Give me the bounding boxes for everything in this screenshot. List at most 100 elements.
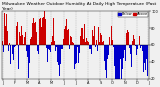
Bar [88, 42, 89, 45]
Bar [140, 45, 141, 48]
Bar [36, 32, 37, 45]
Bar [87, 41, 88, 45]
Bar [143, 45, 144, 72]
Bar [47, 45, 48, 62]
Bar [135, 45, 136, 46]
Bar [19, 32, 20, 45]
Bar [134, 39, 135, 45]
Bar [20, 36, 21, 45]
Bar [84, 24, 85, 45]
Bar [49, 45, 50, 50]
Bar [111, 34, 112, 45]
Bar [109, 37, 110, 45]
Bar [108, 45, 109, 55]
Bar [116, 45, 117, 79]
Bar [139, 36, 140, 45]
Bar [118, 45, 119, 79]
Bar [48, 45, 49, 49]
Bar [89, 45, 90, 51]
Bar [38, 45, 39, 54]
Bar [142, 45, 143, 51]
Bar [67, 30, 68, 45]
Bar [57, 45, 58, 62]
Bar [131, 45, 132, 67]
Bar [137, 45, 138, 49]
Bar [34, 23, 35, 45]
Bar [50, 45, 51, 52]
Bar [39, 19, 40, 45]
Bar [71, 37, 72, 45]
Bar [18, 45, 19, 68]
Bar [80, 36, 81, 45]
Bar [28, 45, 29, 78]
Bar [102, 42, 103, 45]
Bar [112, 40, 113, 45]
Bar [56, 45, 57, 47]
Bar [128, 32, 129, 45]
Bar [66, 19, 67, 45]
Bar [95, 43, 96, 45]
Text: Milwaukee Weather Outdoor Humidity At Daily High Temperature (Past Year): Milwaukee Weather Outdoor Humidity At Da… [2, 2, 156, 11]
Bar [29, 45, 30, 63]
Bar [8, 45, 9, 51]
Bar [82, 28, 83, 45]
Bar [13, 45, 14, 60]
Bar [93, 36, 94, 45]
Bar [64, 29, 65, 45]
Bar [144, 45, 145, 63]
Bar [105, 45, 106, 70]
Bar [21, 26, 22, 45]
Bar [132, 41, 133, 45]
Bar [103, 32, 104, 45]
Bar [113, 45, 114, 47]
Bar [25, 32, 26, 45]
Bar [15, 45, 16, 46]
Bar [27, 45, 28, 57]
Bar [79, 45, 80, 53]
Bar [120, 45, 121, 59]
Bar [73, 43, 74, 45]
Bar [121, 45, 122, 79]
Bar [68, 29, 69, 45]
Bar [2, 41, 3, 45]
Bar [24, 37, 25, 45]
Bar [9, 43, 10, 45]
Bar [72, 42, 73, 45]
Bar [100, 33, 101, 45]
Bar [107, 45, 108, 78]
Bar [5, 26, 6, 45]
Bar [32, 23, 33, 45]
Bar [58, 45, 59, 65]
Bar [51, 42, 52, 45]
Bar [59, 45, 60, 76]
Bar [44, 11, 45, 45]
Bar [147, 45, 148, 76]
Bar [65, 26, 66, 45]
Bar [43, 17, 44, 45]
Bar [127, 27, 128, 45]
Bar [141, 45, 142, 46]
Bar [114, 45, 115, 66]
Bar [41, 27, 42, 45]
Bar [129, 45, 130, 48]
Bar [52, 36, 53, 45]
Bar [33, 18, 34, 45]
Bar [97, 45, 98, 51]
Bar [53, 18, 54, 45]
Legend: Below, Above: Below, Above [118, 11, 148, 17]
Bar [37, 45, 38, 51]
Bar [70, 36, 71, 45]
Bar [98, 27, 99, 45]
Bar [75, 45, 76, 64]
Bar [55, 45, 56, 51]
Bar [42, 18, 43, 45]
Bar [3, 45, 4, 52]
Bar [22, 35, 23, 45]
Bar [124, 45, 125, 50]
Bar [96, 40, 97, 45]
Bar [7, 31, 8, 45]
Bar [145, 45, 146, 70]
Bar [130, 45, 131, 54]
Bar [83, 39, 84, 45]
Bar [31, 37, 32, 45]
